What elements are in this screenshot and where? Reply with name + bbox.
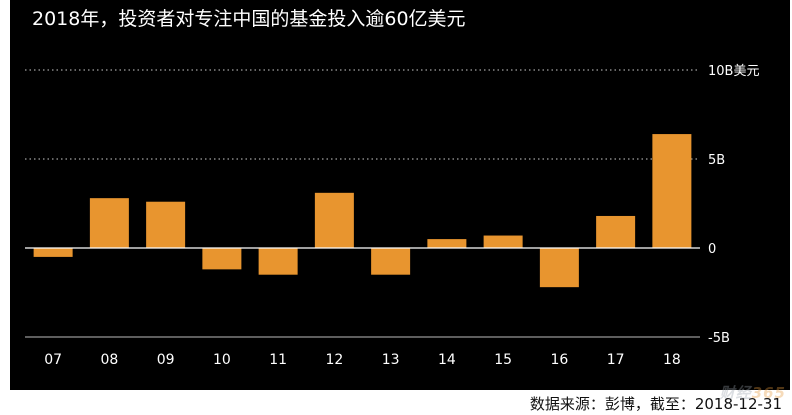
bar-17 xyxy=(596,215,636,248)
x-tick-label: 07 xyxy=(44,352,62,368)
x-tick-label: 17 xyxy=(607,352,625,368)
y-tick-label: -5B xyxy=(708,331,730,346)
x-tick-label: 08 xyxy=(100,352,118,368)
bar-14 xyxy=(427,239,467,248)
bar-08 xyxy=(89,198,129,248)
x-tick-label: 14 xyxy=(438,352,456,368)
y-tick-label: 10B美元 xyxy=(708,64,759,79)
x-tick-label: 13 xyxy=(382,352,400,368)
x-tick-label: 11 xyxy=(269,352,287,368)
y-tick-label: 5B xyxy=(708,153,725,168)
watermark-part-2: 365 xyxy=(751,384,786,402)
x-tick-label: 12 xyxy=(325,352,343,368)
grid-layer xyxy=(25,69,700,160)
bar-11 xyxy=(258,248,298,275)
watermark-part-1: 财经 xyxy=(719,384,752,402)
x-tick-label: 09 xyxy=(157,352,175,368)
bar-12 xyxy=(314,192,354,248)
bar-16 xyxy=(539,248,579,288)
x-tick-label: 16 xyxy=(550,352,568,368)
chart-title: 2018年，投资者对专注中国的基金投入逾60亿美元 xyxy=(32,8,466,30)
x-tick-label: 10 xyxy=(213,352,231,368)
bar-07 xyxy=(33,248,73,257)
bar-10 xyxy=(202,248,242,270)
x-tick-label: 15 xyxy=(494,352,512,368)
x-tick-layer: 07 08 09 10 11 12 13 14 15 16 17 18 xyxy=(44,352,681,368)
watermark-logo: 财经365 xyxy=(720,382,786,403)
bar-18 xyxy=(652,134,692,248)
source-note: 数据来源：彭博，截至：2018-12-31 xyxy=(529,395,782,413)
bar-chart: 07 08 09 10 11 12 13 14 15 16 17 18 10B美元 5B 0 -5B xyxy=(25,64,759,368)
bar-09 xyxy=(146,201,186,248)
y-tick-layer: 10B美元 5B 0 -5B xyxy=(708,64,759,346)
y-tick-label: 0 xyxy=(708,242,716,257)
bar-13 xyxy=(371,248,411,275)
bar-15 xyxy=(483,235,523,248)
chart-panel: 07 08 09 10 11 12 13 14 15 16 17 18 10B美元 5B 0 -5B 201… xyxy=(10,0,790,390)
bar-layer xyxy=(33,134,692,288)
x-tick-label: 18 xyxy=(663,352,681,368)
